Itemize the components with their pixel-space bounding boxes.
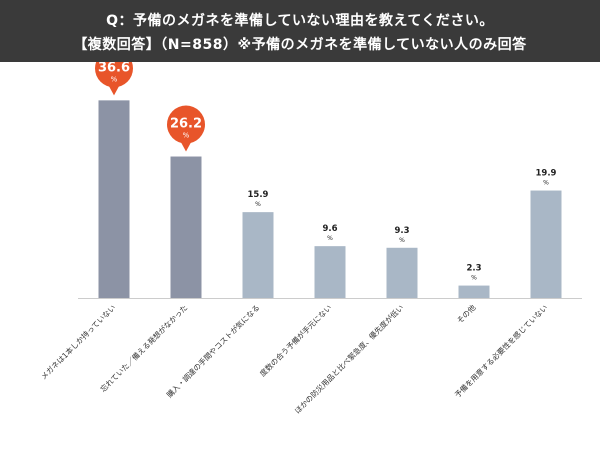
bar-chart: 36.6% メガネは1本しか持っていない 26.2% 忘れていた／備える発想がなかった… <box>38 62 582 415</box>
data-label-value: 9.6 <box>322 224 337 234</box>
value-bubble <box>167 105 205 144</box>
data-label-value: 36.6 <box>98 62 130 75</box>
data-label-unit: % <box>111 75 118 83</box>
data-label-unit: % <box>543 180 549 187</box>
bar <box>530 190 562 298</box>
data-label-unit: % <box>399 237 405 244</box>
data-label-unit: % <box>327 235 333 242</box>
bar <box>314 246 346 298</box>
x-tick-label: ほかの防災用品と比べ緊急度、優先度が低い <box>292 302 405 415</box>
question-title: Q：予備のメガネを準備していない理由を教えてください。 <box>106 13 494 29</box>
data-label-value: 15.9 <box>248 190 269 200</box>
x-tick-label: 度数の合う予備が手元にない <box>257 302 333 378</box>
x-tick-label: その他 <box>454 302 477 325</box>
bar <box>386 247 418 298</box>
question-subtitle: 【複数回答】（N=858）※予備のメガネを準備していない人のみ回答 <box>73 37 527 53</box>
bar <box>170 156 202 298</box>
bar <box>242 212 274 298</box>
data-label-value: 19.9 <box>536 169 557 179</box>
value-bubble <box>95 62 133 88</box>
bar <box>458 285 490 298</box>
data-label-unit: % <box>255 201 261 208</box>
data-label-unit: % <box>471 275 477 282</box>
x-tick-label: 忘れていた／備える発想がなかった <box>98 302 190 394</box>
data-label-value: 26.2 <box>170 117 202 132</box>
question-header: Q：予備のメガネを準備していない理由を教えてください。 【複数回答】（N=858… <box>0 0 600 62</box>
x-tick-label: メガネは1本しか持っていない <box>38 302 117 381</box>
bar <box>98 100 130 298</box>
data-label-unit: % <box>183 132 190 140</box>
data-label-value: 2.3 <box>466 264 481 274</box>
data-label-value: 9.3 <box>394 226 409 236</box>
